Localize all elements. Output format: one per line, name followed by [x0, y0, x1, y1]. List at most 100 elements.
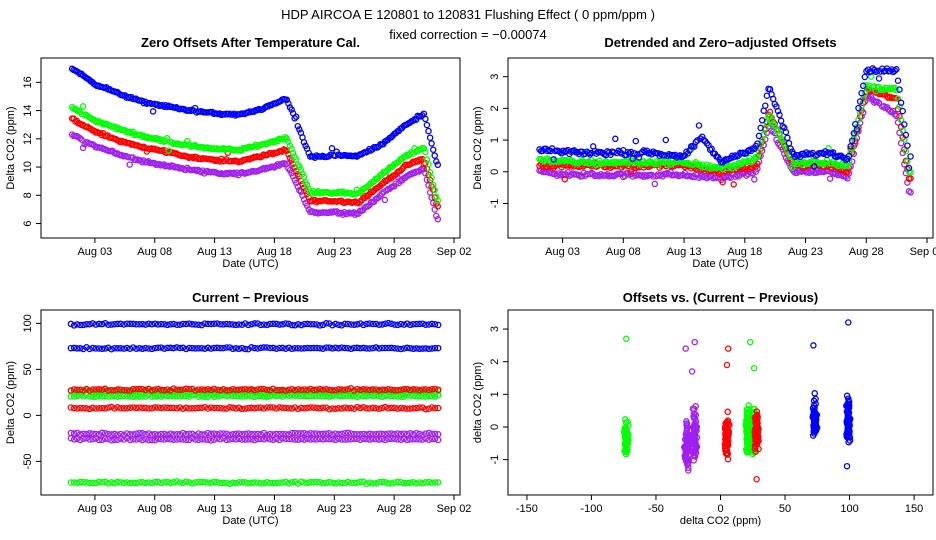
data-point-red: [298, 404, 305, 412]
data-point-green: [161, 479, 168, 486]
data-point-green: [433, 193, 440, 201]
data-point-blue: [195, 345, 202, 352]
data-point-red: [431, 385, 439, 393]
data-point-green: [354, 393, 361, 400]
data-point-green: [335, 392, 342, 400]
data-point-blue: [148, 320, 156, 328]
data-point-green: [897, 116, 905, 124]
data-point-blue: [755, 132, 763, 140]
data-point-blue: [254, 320, 261, 327]
data-point-green: [768, 116, 775, 124]
data-point-green: [425, 478, 433, 486]
data-point-green: [136, 393, 143, 400]
data-point-green: [420, 145, 428, 152]
data-point-purple: [70, 430, 78, 437]
data-point-purple: [245, 436, 252, 443]
data-point-red: [80, 387, 87, 394]
data-point-blue: [260, 321, 268, 328]
data-point-purple: [213, 430, 221, 438]
data-point-red: [294, 405, 302, 413]
data-point-purple: [378, 190, 386, 198]
data-point-red: [86, 387, 93, 394]
data-point-green: [777, 135, 785, 143]
data-point-green: [776, 131, 783, 139]
data-point-purple: [310, 436, 317, 443]
data-point-red: [273, 386, 280, 394]
data-point-purple: [431, 435, 439, 443]
data-point-red: [322, 404, 330, 411]
data-point-purple: [189, 435, 196, 442]
data-point-red: [350, 405, 358, 412]
data-point-green: [410, 392, 417, 399]
data-point-purple: [207, 437, 215, 444]
data-point-blue: [422, 345, 429, 352]
data-point-blue: [329, 345, 336, 352]
data-point-blue: [269, 344, 277, 352]
chart-title: Detrended and Zero−adjusted Offsets: [604, 35, 836, 50]
data-point-purple: [294, 183, 302, 190]
data-point-blue: [120, 321, 128, 328]
data-point-blue: [360, 321, 367, 329]
data-point-purple: [381, 196, 389, 204]
data-point-purple: [400, 435, 408, 443]
data-point-green: [357, 478, 364, 486]
data-point-blue: [635, 154, 643, 161]
data-point-blue: [369, 320, 377, 328]
figure-subtitle: fixed correction = −0.00074: [389, 27, 547, 42]
data-point-blue: [285, 100, 292, 107]
y-tick-label: 0: [489, 424, 501, 430]
data-point-purple: [685, 464, 692, 472]
data-point-red: [730, 181, 737, 188]
data-point-blue: [232, 345, 240, 352]
data-point-blue: [151, 320, 159, 327]
data-point-red: [388, 404, 395, 412]
data-point-red: [263, 386, 271, 393]
data-point-blue: [120, 345, 128, 352]
data-point-blue: [899, 107, 906, 115]
data-point-blue: [354, 344, 361, 352]
data-point-red: [319, 386, 327, 393]
data-point-blue: [282, 345, 289, 352]
data-point-purple: [322, 435, 330, 443]
data-point-purple: [139, 430, 146, 437]
data-point-red: [722, 436, 730, 444]
panel-current-minus-previous: Current − Previous Aug 03 Aug 08 Aug 13 Aug …: [5, 290, 471, 527]
data-point-blue: [179, 344, 187, 352]
data-point-green: [245, 480, 252, 487]
data-point-green: [73, 392, 81, 400]
data-point-green: [428, 174, 435, 182]
data-point-green: [185, 479, 193, 486]
data-point-purple: [251, 430, 258, 438]
data-point-blue: [198, 344, 205, 352]
data-point-red: [403, 405, 411, 412]
data-point-green: [238, 478, 246, 486]
data-point-green: [307, 478, 314, 486]
data-point-blue: [129, 320, 137, 328]
data-point-purple: [254, 435, 261, 443]
data-point-green: [341, 392, 349, 399]
data-point-red: [385, 386, 392, 393]
data-point-purple: [329, 436, 336, 443]
data-point-red: [210, 385, 218, 393]
data-point-red: [195, 404, 202, 412]
data-point-purple: [352, 211, 359, 218]
data-point-red: [413, 404, 420, 412]
data-point-blue: [347, 321, 355, 328]
data-point-green: [347, 479, 355, 486]
data-point-blue: [397, 320, 405, 328]
data-point-blue: [108, 321, 115, 328]
data-point-blue: [217, 320, 224, 328]
data-point-purple: [875, 99, 883, 107]
data-point-red: [123, 386, 131, 394]
y-tick-label: 10: [22, 161, 34, 173]
data-point-green: [667, 161, 674, 168]
data-point-purple: [357, 436, 364, 444]
data-point-green: [431, 186, 438, 194]
data-point-green: [257, 479, 265, 487]
data-point-blue: [811, 163, 818, 170]
data-point-purple: [375, 436, 383, 443]
data-point-blue: [117, 320, 124, 328]
data-point-green: [185, 393, 193, 400]
data-point-purple: [899, 149, 906, 157]
data-point-green: [413, 392, 420, 400]
